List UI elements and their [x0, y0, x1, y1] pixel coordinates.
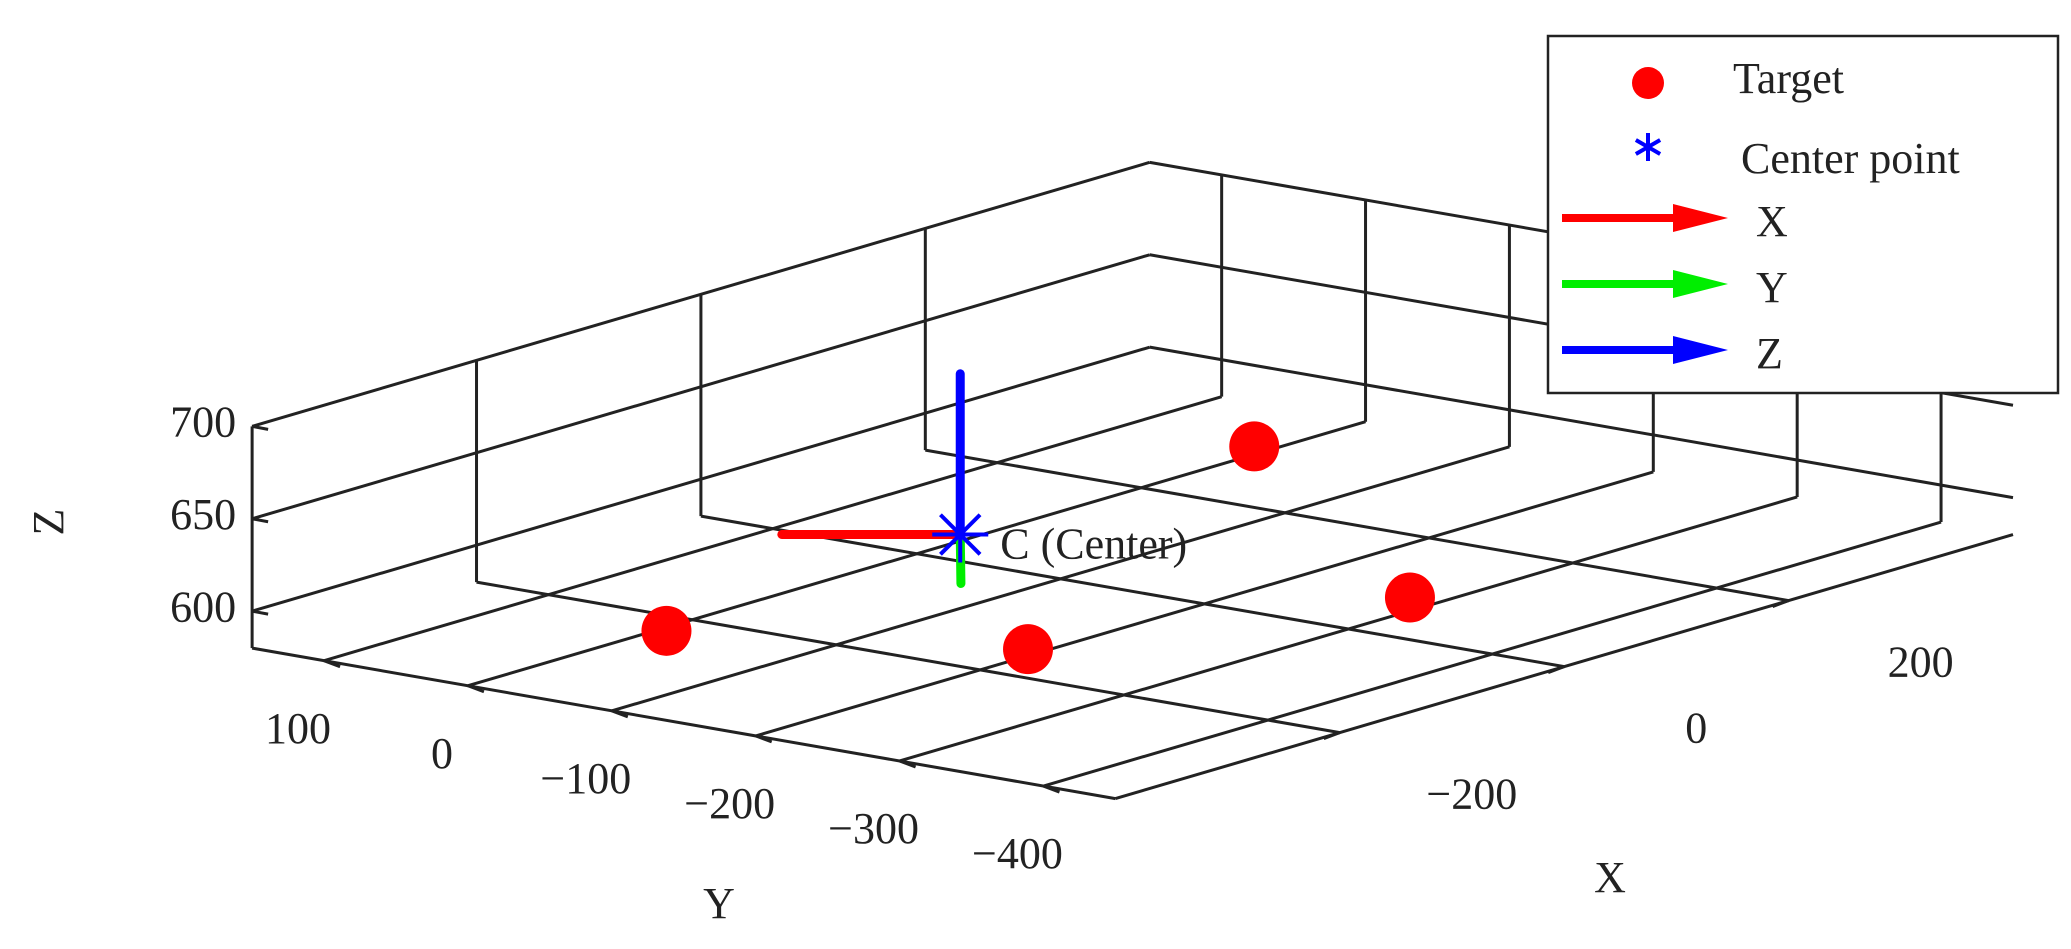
y-tick-label: −400 [972, 829, 1063, 878]
y-tick-label: −300 [828, 804, 919, 853]
y-tick [899, 759, 917, 769]
grid-line [323, 395, 1223, 663]
grid-line [1149, 345, 2014, 500]
legend-label: X [1756, 197, 1788, 246]
legend-arrow [1673, 336, 1728, 364]
y-tick [755, 734, 773, 744]
grid-line [700, 514, 1565, 669]
y-tick [467, 684, 485, 694]
legend-marker [1632, 67, 1664, 99]
z-tick [251, 609, 269, 616]
x-tick [1772, 599, 1790, 609]
z-tick-label: 600 [170, 582, 236, 631]
y-tick-label: −200 [684, 779, 775, 828]
z-tick [251, 517, 269, 524]
z-tick [251, 424, 269, 431]
legend-arrow [1673, 204, 1728, 232]
legend-label: Z [1756, 329, 1783, 378]
z-axis-label: Z [24, 509, 73, 536]
annotation: C (Center) [1000, 520, 1187, 569]
grid-line [925, 448, 1789, 603]
grid-line [611, 445, 1510, 713]
grid-line [251, 253, 1151, 521]
legend-arrow [1673, 270, 1728, 298]
y-tick [1042, 784, 1060, 794]
target-point [641, 605, 692, 656]
z-tick-label: 650 [170, 490, 236, 539]
y-tick-label: 100 [265, 704, 331, 753]
target-point [1384, 572, 1435, 623]
x-axis-label: X [1594, 853, 1626, 902]
legend-label: Center point [1741, 134, 1960, 183]
x-tick-label: 200 [1888, 638, 1954, 687]
target-point [1229, 421, 1280, 472]
x-tick-label: 0 [1685, 704, 1707, 753]
y-tick-label: 0 [431, 729, 453, 778]
grid-line [1043, 520, 1942, 788]
grid-line [476, 580, 1341, 735]
grid-line [467, 420, 1366, 688]
legend-label: Target [1733, 54, 1844, 103]
grid-line [251, 160, 1151, 428]
grid-line [899, 495, 1798, 763]
grid-line [755, 470, 1654, 738]
y-tick-label: −100 [540, 754, 631, 803]
x-tick [1547, 665, 1565, 675]
y-axis [251, 646, 1116, 801]
center-point [932, 506, 989, 563]
y-tick [323, 659, 341, 669]
grid-line [251, 345, 1151, 613]
target-point [1003, 624, 1054, 675]
x-tick [1323, 731, 1341, 741]
y-axis-label: Y [703, 879, 735, 928]
y-tick [611, 709, 629, 719]
legend-marker [1634, 133, 1662, 161]
x-tick-label: −200 [1426, 770, 1517, 819]
z-tick-label: 700 [170, 397, 236, 446]
legend-label: Y [1756, 263, 1788, 312]
